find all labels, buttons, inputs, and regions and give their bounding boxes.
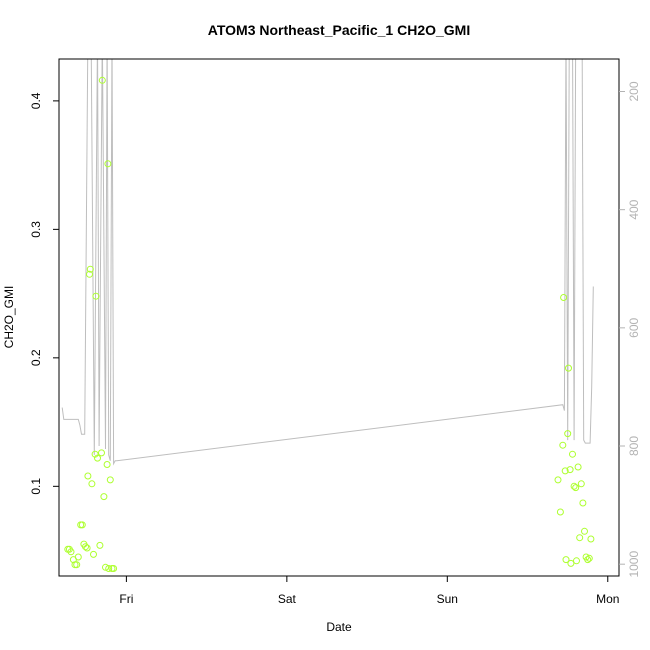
data-point xyxy=(67,548,75,556)
line-series-path xyxy=(61,59,594,466)
data-point xyxy=(83,544,91,552)
data-point xyxy=(74,553,82,561)
data-point xyxy=(86,265,94,273)
data-point xyxy=(102,563,109,571)
data-point xyxy=(82,543,89,551)
data-point xyxy=(88,480,96,488)
data-point xyxy=(573,557,580,565)
data-point xyxy=(561,467,569,475)
data-point xyxy=(577,480,585,488)
plot-frame xyxy=(58,58,620,577)
data-point xyxy=(579,499,587,507)
data-point xyxy=(559,441,567,449)
chart-title: ATOM3 Northeast_Pacific_1 CH2O_GMI xyxy=(208,22,470,38)
data-point xyxy=(565,364,572,372)
y-tick-label: 0.3 xyxy=(29,221,43,238)
y-tick-label: 0.1 xyxy=(29,478,43,495)
line-series xyxy=(61,59,594,466)
y-tick-label: 0.2 xyxy=(29,349,43,366)
right-y-tick-label: 800 xyxy=(627,436,641,456)
data-point xyxy=(78,521,86,529)
data-point xyxy=(100,493,108,501)
x-axis-label: Date xyxy=(326,620,352,634)
data-point xyxy=(569,450,576,458)
x-tick-label: Fri xyxy=(119,592,133,606)
data-point xyxy=(105,565,113,572)
data-point xyxy=(92,292,100,300)
data-point xyxy=(73,561,81,569)
data-point xyxy=(104,160,112,168)
data-point xyxy=(110,565,118,572)
data-point xyxy=(560,294,568,301)
data-point xyxy=(106,476,114,484)
data-point xyxy=(554,476,562,484)
data-point xyxy=(86,270,93,278)
right-y-tick-label: 1000 xyxy=(627,551,641,578)
data-point xyxy=(584,556,592,564)
x-tick-label: Sat xyxy=(278,592,297,606)
data-point xyxy=(585,554,593,562)
data-point xyxy=(94,454,101,462)
data-point xyxy=(581,527,588,535)
data-point xyxy=(103,461,111,468)
data-point xyxy=(567,559,575,567)
data-point xyxy=(574,463,582,471)
y-tick-label: 0.4 xyxy=(29,92,43,109)
data-point xyxy=(576,534,584,542)
data-point xyxy=(556,508,564,516)
y-axis: 0.1 0.2 0.3 0.4 xyxy=(29,92,59,495)
x-tick-label: Mon xyxy=(596,592,619,606)
right-y-tick-label: 400 xyxy=(627,199,641,219)
right-y-tick-label: 200 xyxy=(627,81,641,101)
data-point xyxy=(84,472,92,480)
point-series xyxy=(64,76,595,572)
data-point xyxy=(96,541,104,549)
data-point xyxy=(572,484,580,492)
data-point xyxy=(98,76,106,84)
x-axis: Fri Sat Sun Mon xyxy=(119,576,619,606)
data-point xyxy=(566,466,574,474)
data-point xyxy=(587,535,595,543)
right-y-tick-label: 600 xyxy=(627,318,641,338)
data-point xyxy=(562,556,570,564)
right-y-axis: 200 400 600 800 1000 xyxy=(619,81,641,578)
data-point xyxy=(570,482,578,490)
data-point xyxy=(90,550,97,558)
data-point xyxy=(564,430,572,438)
x-tick-label: Sun xyxy=(437,592,458,606)
data-point xyxy=(98,449,105,457)
y-axis-label: CH2O_GMI xyxy=(2,286,16,349)
